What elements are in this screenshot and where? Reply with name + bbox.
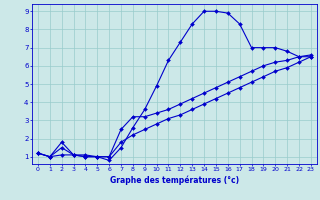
X-axis label: Graphe des températures (°c): Graphe des températures (°c) <box>110 175 239 185</box>
